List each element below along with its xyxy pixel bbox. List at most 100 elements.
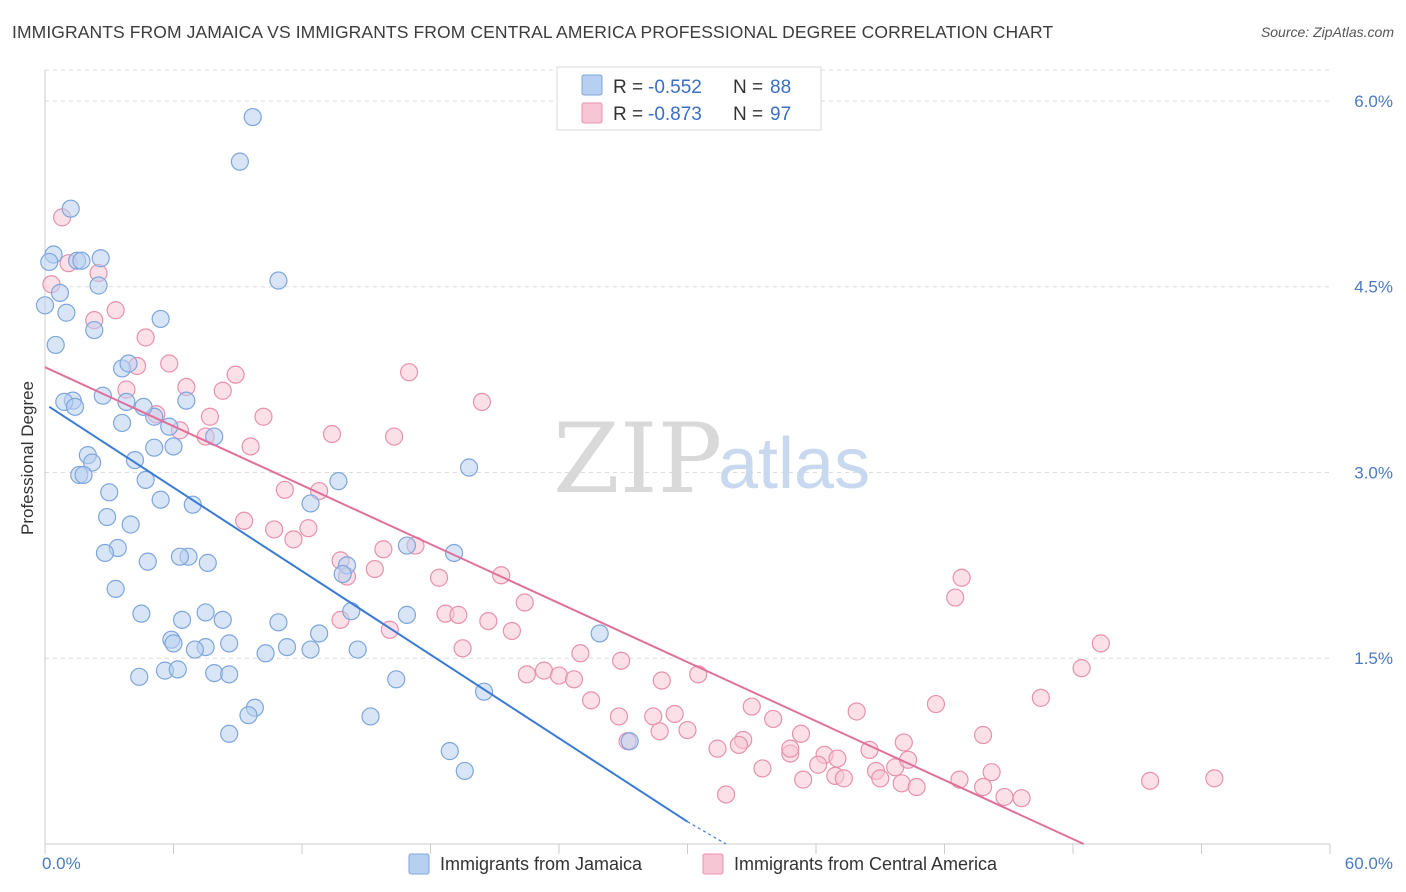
central-america-point [708, 739, 727, 758]
y-axis-title: Professional Degree [18, 381, 37, 535]
central-america-point [894, 733, 913, 752]
jamaica-point [220, 665, 239, 684]
legend-n-value-1: 88 [770, 77, 791, 98]
jamaica-point [269, 271, 288, 290]
jamaica-point [329, 472, 348, 491]
jamaica-point [74, 465, 93, 485]
central-america-point [828, 749, 847, 768]
central-america-trend-line [44, 366, 1085, 845]
series-legend: Immigrants from Jamaica Immigrants from … [408, 853, 998, 875]
jamaica-point [106, 579, 125, 598]
central-america-point [515, 593, 534, 612]
central-america-point [1091, 634, 1110, 653]
jamaica-point [185, 640, 205, 659]
jamaica-point [310, 624, 329, 643]
central-america-point [678, 720, 697, 740]
jamaica-point [100, 483, 119, 502]
jamaica-trend-line [48, 406, 689, 823]
central-america-point [973, 725, 993, 745]
jamaica-point [89, 276, 108, 295]
central-america-point [809, 755, 828, 774]
jamaica-point [348, 640, 367, 659]
legend-r-value-1: -0.552 [648, 77, 702, 98]
jamaica-point [239, 706, 258, 725]
jamaica-point [220, 634, 239, 653]
central-america-point [1072, 659, 1091, 678]
central-america-point [299, 519, 318, 538]
central-america-point [665, 704, 684, 724]
legend-r-value-2: -0.873 [648, 104, 702, 125]
jamaica-point [98, 507, 117, 527]
central-america-point [492, 566, 511, 585]
central-america-point [254, 407, 273, 426]
central-america-point [794, 770, 813, 789]
jamaica-point [50, 283, 70, 303]
jamaica-point [387, 670, 406, 689]
central-america-point [571, 644, 590, 663]
central-america-point [429, 568, 449, 587]
central-america-point [650, 722, 669, 741]
central-america-point [502, 621, 521, 641]
jamaica-point [196, 603, 215, 622]
central-america-point [907, 777, 926, 797]
central-america-point [582, 691, 601, 710]
jamaica-point [333, 564, 352, 584]
central-america-point [781, 739, 800, 758]
central-america-point [384, 427, 404, 446]
jamaica-point [61, 199, 80, 218]
central-america-point [106, 301, 125, 320]
central-america-point [472, 392, 491, 411]
central-america-point [1012, 789, 1031, 808]
jamaica-point [168, 660, 187, 679]
jamaica-point [121, 515, 140, 534]
central-america-point [453, 639, 472, 658]
jamaica-point [151, 309, 170, 329]
central-america-point [847, 702, 866, 721]
jamaica-point [620, 732, 639, 751]
jamaica-point [198, 553, 217, 572]
central-america-point [479, 611, 498, 631]
central-america-point [950, 770, 969, 789]
jamaica-point [205, 664, 224, 683]
jamaica-point [177, 391, 196, 410]
central-america-point [892, 774, 911, 793]
central-america-point [213, 381, 232, 400]
bottom-legend-jamaica: Immigrants from Jamaica [440, 854, 643, 874]
chart-title: IMMIGRANTS FROM JAMAICA VS IMMIGRANTS FR… [12, 22, 1054, 42]
jamaica-point [112, 413, 132, 433]
legend-n-value-2: 97 [770, 104, 791, 125]
jamaica-point [455, 761, 474, 781]
y-tick-label: 4.5% [1354, 278, 1393, 297]
central-america-point [449, 605, 468, 624]
jamaica-point [35, 296, 55, 315]
x-tick-min: 0.0% [42, 854, 81, 873]
jamaica-point [440, 742, 459, 761]
central-america-point [871, 769, 890, 788]
jamaica-point [46, 335, 65, 355]
jamaica-point [277, 637, 297, 657]
central-america-point [284, 530, 303, 549]
bottom-legend-swatch-central [702, 853, 724, 875]
trend-lines [44, 366, 1085, 845]
central-america-point [275, 480, 294, 499]
correlation-legend: R = -0.552 N = 88 R = -0.873 N = 97 [556, 66, 822, 131]
central-america-point [322, 424, 342, 444]
central-america-point [764, 709, 783, 729]
jamaica-point [83, 453, 102, 472]
jamaica-point [164, 437, 183, 456]
central-america-point [982, 763, 1001, 782]
central-america-point [612, 651, 631, 670]
jamaica-point [397, 536, 417, 555]
central-america-point [226, 365, 245, 384]
jamaica-point [145, 438, 164, 457]
central-america-point [729, 735, 749, 755]
central-america-point [1031, 688, 1050, 707]
legend-n-label-2: N = [733, 104, 763, 125]
watermark: ZIP atlas [553, 403, 870, 515]
bottom-legend-swatch-jamaica [408, 853, 430, 875]
central-america-points [42, 208, 1224, 808]
jamaica-point [459, 458, 479, 477]
jamaica-point [213, 610, 232, 629]
central-america-point [791, 724, 811, 743]
